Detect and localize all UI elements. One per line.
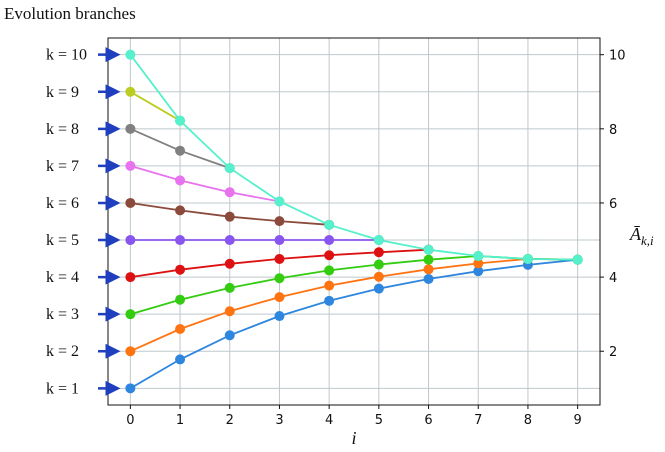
- data-point-k1: [373, 283, 384, 294]
- y-tick-label: 6: [609, 197, 617, 212]
- k-label: k = 1: [46, 380, 79, 397]
- y-tick-label: 10: [609, 49, 626, 64]
- data-point-k2: [125, 346, 136, 357]
- series-line-k3: [130, 255, 578, 316]
- k-label: k = 6: [46, 195, 79, 212]
- y-tick-label: 2: [609, 345, 617, 360]
- data-point-k6: [175, 205, 186, 216]
- data-point-k3: [175, 294, 186, 305]
- series-line-k1: [129, 258, 578, 390]
- x-tick-label: 2: [226, 413, 234, 428]
- series-line-k2: [130, 257, 578, 353]
- data-point-k4: [175, 264, 186, 275]
- series-line-k7: [130, 165, 280, 203]
- plot-frame: [107, 37, 601, 406]
- data-point-k7: [224, 187, 235, 198]
- y-tick-label: 4: [609, 271, 617, 286]
- data-point-k3: [373, 259, 384, 270]
- data-point-k2: [324, 280, 335, 291]
- data-point-k1: [324, 295, 335, 306]
- k-label: k = 3: [46, 306, 79, 323]
- data-point-k9: [125, 86, 136, 97]
- data-point-k10: [473, 250, 484, 261]
- x-tick-label: 0: [126, 413, 134, 428]
- data-point-k1: [274, 311, 285, 322]
- data-point-k8: [125, 123, 136, 134]
- data-point-k1: [473, 266, 484, 277]
- data-point-k4: [324, 250, 335, 261]
- y-tick-label: 8: [609, 123, 617, 138]
- data-point-k4: [373, 247, 384, 258]
- k-label: k = 4: [46, 269, 79, 286]
- data-point-k2: [175, 324, 186, 335]
- data-point-k6: [125, 197, 136, 208]
- figure-title: Evolution branches: [4, 4, 136, 23]
- data-point-k7: [175, 175, 186, 186]
- x-tick-label: 7: [474, 413, 482, 428]
- x-tick-label: 5: [375, 413, 383, 428]
- data-point-k4: [274, 253, 285, 264]
- k-label: k = 2: [46, 343, 79, 360]
- data-point-k10: [274, 196, 285, 207]
- data-point-k1: [224, 330, 235, 341]
- data-point-k3: [224, 282, 235, 293]
- data-point-k10: [125, 49, 136, 60]
- x-tick-label: 1: [176, 413, 184, 428]
- data-point-k5: [224, 235, 235, 246]
- y-axis-label-right: Āk,i: [629, 224, 654, 248]
- data-point-k2: [473, 258, 484, 269]
- x-tick-label: 9: [573, 413, 581, 428]
- data-point-k10: [224, 163, 235, 174]
- x-tick-label: 6: [424, 413, 432, 428]
- data-point-k3: [125, 309, 136, 320]
- data-point-k3: [324, 265, 335, 276]
- data-point-k5: [125, 235, 136, 246]
- data-point-k2: [274, 292, 285, 303]
- data-point-k2: [423, 264, 434, 275]
- k-label: k = 9: [46, 84, 79, 101]
- x-tick-label: 4: [325, 413, 333, 428]
- x-tick-label: 3: [275, 413, 283, 428]
- data-point-k10: [373, 235, 384, 246]
- grid-lines: [108, 38, 600, 405]
- data-point-k3: [423, 254, 434, 265]
- x-axis-label: i: [351, 428, 356, 448]
- data-point-k10: [522, 253, 533, 264]
- data-point-k2: [224, 306, 235, 317]
- data-point-k2: [373, 271, 384, 282]
- data-point-k5: [324, 235, 335, 246]
- series-line-k9: [129, 91, 181, 122]
- data-point-k5: [274, 235, 285, 246]
- data-point-k4: [224, 258, 235, 269]
- data-point-k10: [324, 219, 335, 230]
- data-point-k1: [175, 354, 186, 365]
- data-point-k8: [175, 145, 186, 156]
- data-point-k6: [274, 216, 285, 227]
- data-point-k6: [224, 211, 235, 222]
- x-tick-label: 8: [524, 413, 532, 428]
- k-label: k = 7: [46, 158, 79, 175]
- series-points: [125, 49, 583, 394]
- data-point-k10: [175, 115, 186, 126]
- data-point-k10: [572, 254, 583, 265]
- series-line-k10: [129, 54, 578, 261]
- k-label: k = 5: [46, 232, 79, 249]
- data-point-k5: [175, 235, 186, 246]
- k-labels: k = 10 k = 9 k = 8 k = 7 k = 6 k = 5 k = 4 k = …: [46, 47, 121, 397]
- data-point-k1: [423, 273, 434, 284]
- data-point-k4: [125, 272, 136, 283]
- k-label: k = 8: [46, 121, 79, 138]
- k-label: k = 10: [46, 47, 87, 64]
- series-lines: [129, 54, 578, 390]
- data-point-k1: [125, 383, 136, 394]
- data-point-k7: [125, 160, 136, 171]
- data-point-k10: [423, 244, 434, 255]
- data-point-k3: [274, 273, 285, 284]
